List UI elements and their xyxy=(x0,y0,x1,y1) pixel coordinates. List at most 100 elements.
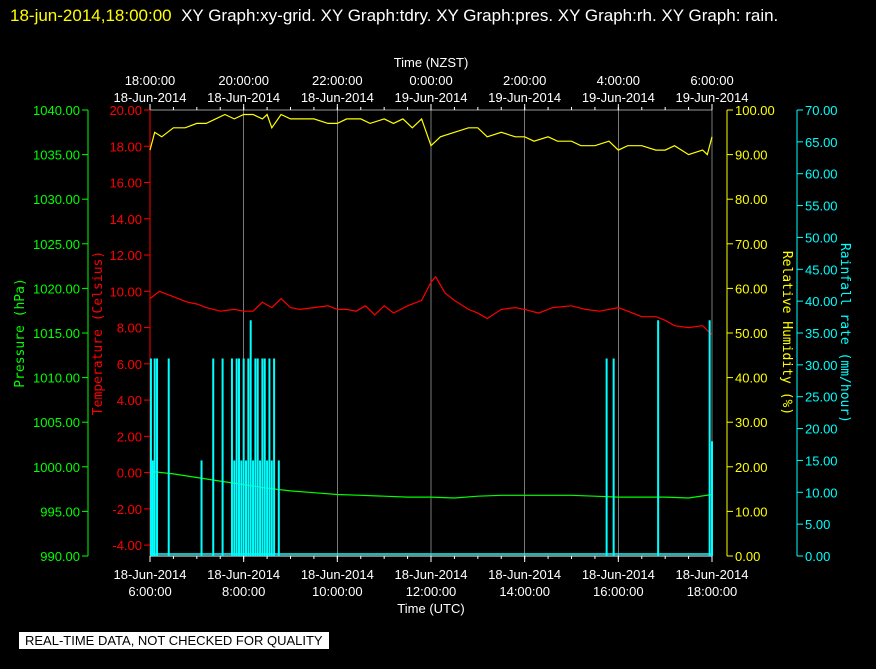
x-tick-label-top-time: 4:00:00 xyxy=(597,73,640,88)
x-tick-label-top-time: 0:00:00 xyxy=(409,73,452,88)
x-tick-label-bottom-date: 18-Jun-2014 xyxy=(488,567,561,582)
humidity-tick-label: 0.00 xyxy=(735,549,760,564)
rain-tick-label: 15.00 xyxy=(805,453,838,468)
rain-bar xyxy=(245,460,248,556)
humidity-tick-label: 30.00 xyxy=(735,415,768,430)
rain-bar xyxy=(212,358,215,556)
pressure-tick-label: 1010.00 xyxy=(33,371,80,386)
rain-bar xyxy=(151,460,154,556)
pressure-tick-label: 1030.00 xyxy=(33,192,80,207)
rain-tick-label: 40.00 xyxy=(805,294,838,309)
x-tick-label-bottom-time: 6:00:00 xyxy=(128,584,171,599)
humidity-tick-label: 50.00 xyxy=(735,326,768,341)
rain-tick-label: 10.00 xyxy=(805,485,838,500)
rain-bar xyxy=(711,441,713,556)
rain-bar xyxy=(256,358,259,556)
rain-tick-label: 65.00 xyxy=(805,135,838,150)
rain-bar xyxy=(612,358,615,556)
x-tick-label-top-date: 18-Jun-2014 xyxy=(207,90,280,105)
temperature-tick-label: 20.00 xyxy=(109,103,142,118)
x-tick-label-bottom-time: 16:00:00 xyxy=(593,584,644,599)
temperature-tick-label: 0.00 xyxy=(117,466,142,481)
header: 18-jun-2014,18:00:00 XY Graph:xy-grid. X… xyxy=(10,2,870,30)
humidity-series-line xyxy=(149,113,713,156)
rain-tick-label: 25.00 xyxy=(805,390,838,405)
rain-bar xyxy=(230,358,233,556)
x-tick-label-bottom-date: 18-Jun-2014 xyxy=(207,567,280,582)
quality-warning-banner: REAL-TIME DATA, NOT CHECKED FOR QUALITY xyxy=(19,632,329,649)
x-tick-label-bottom-time: 18:00:00 xyxy=(687,584,738,599)
rain-tick-label: 45.00 xyxy=(805,262,838,277)
temperature-tick-label: 18.00 xyxy=(109,139,142,154)
rain-bar xyxy=(254,358,257,556)
temperature-tick-label: 4.00 xyxy=(117,393,142,408)
rain-bar xyxy=(252,460,255,556)
rain-tick-label: 20.00 xyxy=(805,422,838,437)
pressure-tick-label: 995.00 xyxy=(40,504,80,519)
pressure-tick-label: 1025.00 xyxy=(33,237,80,252)
x-tick-label-bottom-time: 12:00:00 xyxy=(406,584,457,599)
pressure-tick-label: 1020.00 xyxy=(33,281,80,296)
rain-bar xyxy=(242,358,245,556)
rain-bar xyxy=(259,460,262,556)
x-tick-label-top-time: 22:00:00 xyxy=(312,73,363,88)
rain-bar xyxy=(237,358,240,556)
x-tick-label-bottom-date: 18-Jun-2014 xyxy=(395,567,468,582)
pressure-tick-label: 1005.00 xyxy=(33,415,80,430)
temperature-tick-label: -4.00 xyxy=(112,538,142,553)
x-axis-label-top: Time (NZST) xyxy=(394,55,469,70)
pressure-tick-label: 1035.00 xyxy=(33,148,80,163)
pressure-tick-label: 1015.00 xyxy=(33,326,80,341)
temperature-tick-label: -2.00 xyxy=(112,502,142,517)
header-title: XY Graph:xy-grid. XY Graph:tdry. XY Grap… xyxy=(181,6,779,25)
rain-bar xyxy=(273,358,276,556)
pressure-tick-label: 1000.00 xyxy=(33,460,80,475)
x-tick-label-top-date: 18-Jun-2014 xyxy=(114,90,187,105)
humidity-tick-label: 20.00 xyxy=(735,460,768,475)
header-timestamp: 18-jun-2014,18:00:00 xyxy=(10,6,172,25)
pressure-axis-label: Pressure (hPa) xyxy=(13,278,28,388)
x-tick-label-top-time: 20:00:00 xyxy=(218,73,269,88)
humidity-tick-label: 40.00 xyxy=(735,371,768,386)
rain-bar xyxy=(270,460,273,556)
humidity-tick-label: 70.00 xyxy=(735,237,768,252)
rain-tick-label: 60.00 xyxy=(805,167,838,182)
x-tick-label-top-date: 18-Jun-2014 xyxy=(301,90,374,105)
rain-bar xyxy=(605,358,608,556)
x-tick-label-top-date: 19-Jun-2014 xyxy=(395,90,468,105)
rain-tick-label: 70.00 xyxy=(805,103,838,118)
humidity-tick-label: 60.00 xyxy=(735,281,768,296)
x-tick-label-bottom-time: 10:00:00 xyxy=(312,584,363,599)
x-tick-label-bottom-time: 8:00:00 xyxy=(222,584,265,599)
rain-bar xyxy=(167,358,170,556)
rain-tick-label: 5.00 xyxy=(805,517,830,532)
x-tick-label-top-date: 19-Jun-2014 xyxy=(488,90,561,105)
x-tick-label-top-date: 19-Jun-2014 xyxy=(676,90,749,105)
rain-bar xyxy=(657,320,660,556)
humidity-axis-label: Relative Humidity (%) xyxy=(779,251,794,415)
rain-bar xyxy=(249,320,252,556)
x-tick-label-top-date: 19-Jun-2014 xyxy=(582,90,655,105)
temperature-tick-label: 10.00 xyxy=(109,284,142,299)
rain-bar xyxy=(240,460,243,556)
pressure-tick-label: 990.00 xyxy=(40,549,80,564)
rain-bar xyxy=(200,460,203,556)
temperature-axis-label: Temperature (Celsius) xyxy=(91,251,106,415)
rain-bar xyxy=(268,358,271,556)
x-tick-label-bottom-date: 18-Jun-2014 xyxy=(582,567,655,582)
rain-bar xyxy=(149,358,152,556)
rain-bar xyxy=(156,358,159,556)
temperature-series-line xyxy=(149,275,713,336)
temperature-tick-label: 6.00 xyxy=(117,357,142,372)
x-tick-label-top-time: 2:00:00 xyxy=(503,73,546,88)
rain-bar xyxy=(153,358,156,556)
rain-bar xyxy=(247,358,250,556)
pressure-tick-label: 1040.00 xyxy=(33,103,80,118)
x-tick-label-bottom-time: 14:00:00 xyxy=(499,584,550,599)
rain-bar xyxy=(261,358,264,556)
x-axis-label-bottom: Time (UTC) xyxy=(397,601,464,616)
humidity-tick-label: 10.00 xyxy=(735,504,768,519)
x-tick-label-bottom-date: 18-Jun-2014 xyxy=(114,567,187,582)
rain-tick-label: 0.00 xyxy=(805,549,830,564)
